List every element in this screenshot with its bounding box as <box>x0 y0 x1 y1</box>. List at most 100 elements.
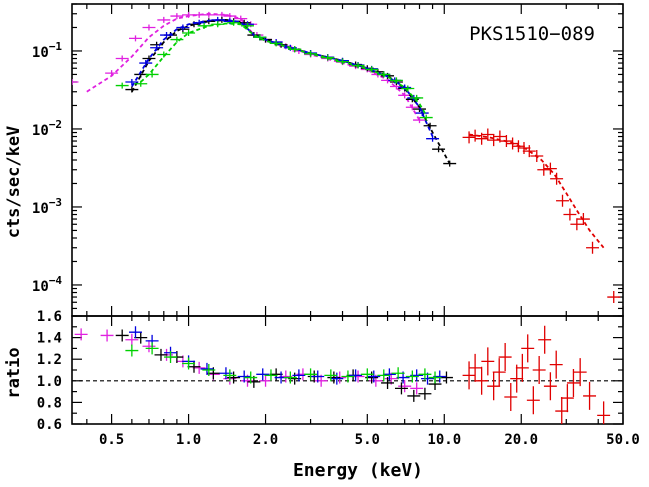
ratio-tick-label: 0.6 <box>37 417 62 433</box>
data-point <box>336 58 349 65</box>
ratio-point <box>510 364 524 393</box>
ratio-point <box>125 344 139 357</box>
x-tick-label: 1.0 <box>176 432 201 448</box>
data-point <box>426 135 440 142</box>
ratio-point <box>543 372 557 401</box>
data-point <box>211 21 225 28</box>
ratio-point <box>74 328 88 341</box>
data-point <box>419 114 433 121</box>
ratio-point <box>100 329 114 342</box>
data-point <box>170 13 184 20</box>
data-point <box>139 60 153 67</box>
ratio-point <box>538 325 552 354</box>
data-point <box>192 19 206 26</box>
ratio-point <box>349 369 363 382</box>
data-point <box>150 44 164 51</box>
ratio-point <box>526 386 540 415</box>
data-point <box>170 36 184 43</box>
ratio-point <box>481 347 495 376</box>
ratio-point <box>440 371 453 384</box>
ratio-point <box>532 356 546 384</box>
data-point <box>432 146 446 153</box>
data-point <box>182 29 196 36</box>
ratio-point <box>492 358 506 387</box>
ratio-point <box>311 370 325 383</box>
data-point <box>413 117 426 124</box>
ratio-point <box>566 368 580 397</box>
ratio-point <box>405 370 419 383</box>
ratio-point <box>264 369 278 382</box>
data-point <box>160 32 174 39</box>
ratio-point <box>521 334 535 363</box>
ratio-point <box>597 401 611 424</box>
data-point <box>537 163 551 176</box>
ratio-point <box>381 376 395 389</box>
ratio-point <box>555 397 569 424</box>
ratio-point <box>475 366 489 395</box>
data-point <box>134 80 148 87</box>
data-point <box>72 79 79 85</box>
data-point <box>234 15 248 22</box>
ratio-point <box>129 326 142 339</box>
data-point <box>506 137 520 150</box>
ratio-point <box>398 380 412 393</box>
ratio-point <box>330 372 344 385</box>
data-point <box>197 22 211 29</box>
ratio-point <box>498 343 512 372</box>
ratio-point <box>468 353 482 382</box>
data-point <box>215 11 229 18</box>
data-point <box>142 24 156 31</box>
spectrum-series <box>72 11 621 304</box>
data-point <box>481 128 495 141</box>
data-point <box>288 46 302 53</box>
ratio-point <box>407 389 421 402</box>
ratio-point <box>341 370 355 383</box>
ratio-point <box>134 331 148 344</box>
ratio-point <box>256 368 270 381</box>
y-tick-label: 10−3 <box>32 196 62 217</box>
x-tick-label: 5.0 <box>355 432 380 448</box>
ratio-point <box>418 387 432 400</box>
data-point <box>223 13 237 20</box>
data-point <box>405 104 419 111</box>
data-point <box>321 54 335 61</box>
ratio-point <box>504 383 518 411</box>
data-point <box>389 77 403 84</box>
ratio-point <box>394 382 408 395</box>
data-point <box>125 86 139 93</box>
ratio-tick-label: 1.4 <box>37 331 62 347</box>
data-point <box>563 208 577 221</box>
y-tick-label: 10−2 <box>32 118 62 139</box>
ratio-point <box>125 333 139 346</box>
x-tick-label: 0.5 <box>99 432 124 448</box>
ratio-point <box>187 360 201 373</box>
y-tick-label: 10−4 <box>32 274 62 295</box>
ratio-point <box>154 348 168 361</box>
ratio-point <box>202 364 216 376</box>
ratio-point <box>304 368 318 381</box>
ratio-point <box>223 369 237 382</box>
data-point <box>269 40 283 47</box>
ratio-point <box>377 369 391 382</box>
ratio-axis-label: ratio <box>4 347 24 398</box>
data-point <box>511 140 525 153</box>
y-tick-label: 10−1 <box>32 40 62 61</box>
model-curve <box>86 12 421 121</box>
x-tick-label: 2.0 <box>253 432 278 448</box>
ratio-point <box>182 357 196 370</box>
ratio-point <box>115 329 129 342</box>
ratio-point <box>142 340 156 353</box>
ratio-point <box>327 371 341 384</box>
ratio-point <box>244 371 258 384</box>
data-point <box>377 71 391 78</box>
data-point <box>157 51 171 58</box>
data-point <box>522 145 536 158</box>
data-point <box>115 82 129 89</box>
data-point <box>530 150 544 163</box>
ratio-point <box>292 369 306 382</box>
ratio-point <box>259 374 273 387</box>
data-point <box>586 241 599 254</box>
ratio-point <box>200 362 214 375</box>
ratio-tick-label: 1.2 <box>37 352 62 368</box>
data-point <box>468 129 482 142</box>
